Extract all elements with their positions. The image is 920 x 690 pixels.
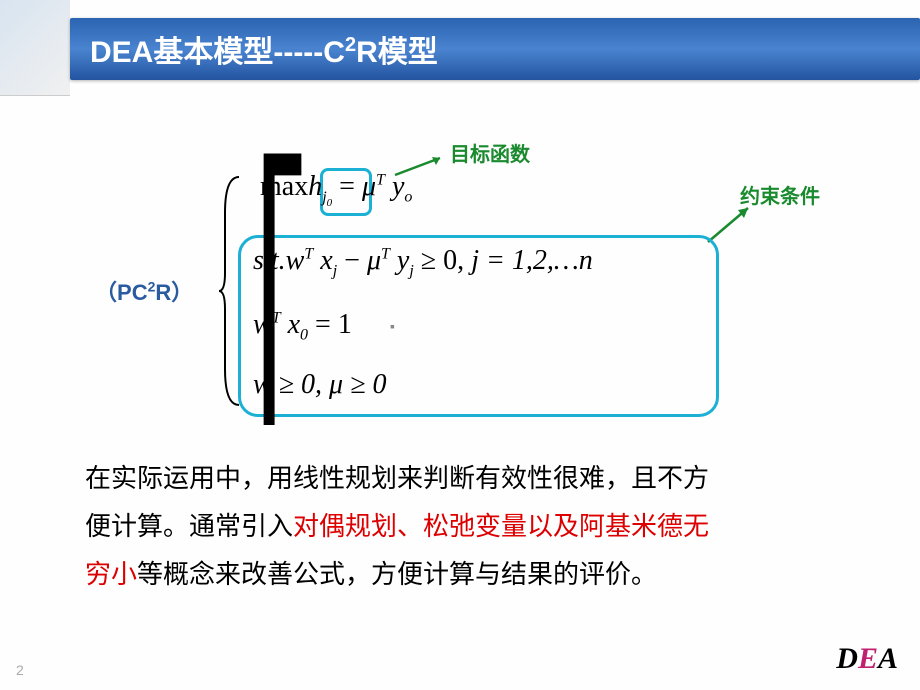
f2-T2: T — [381, 246, 390, 263]
f2-min: − — [337, 245, 367, 276]
f-max: max — [260, 171, 308, 202]
f3-eq: = 1 — [308, 309, 352, 340]
f-mu: μ — [362, 171, 376, 202]
brace-svg — [219, 173, 247, 408]
f-T: T — [376, 172, 385, 189]
f3-x: x — [281, 309, 300, 340]
f3-T: T — [272, 310, 281, 327]
f-eq: = — [332, 171, 362, 202]
f-o: o — [404, 189, 412, 206]
logo-d: D — [836, 642, 858, 675]
para-line1: 在实际运用中，用线性规划来判断有效性很难，且不方 — [85, 464, 709, 493]
title-c: C — [323, 36, 345, 69]
pointer-dot: ▪ — [390, 320, 395, 336]
para-l2r: 对偶规划、松弛变量以及阿基米德无 — [293, 512, 709, 541]
page-number: 2 — [16, 662, 24, 678]
f2-y: y — [390, 245, 409, 276]
para-l2a: 便计算。通常引入 — [85, 512, 293, 541]
logo-a: A — [878, 642, 898, 675]
slide: DEA基本模型-----C2R模型 目标函数 约束条件 （PC2R） ⎡ max… — [0, 0, 920, 690]
corner-image — [0, 0, 70, 96]
f3-w: w — [253, 309, 272, 340]
f-y: y — [385, 171, 404, 202]
pc2r-label: （PC2R） — [95, 275, 193, 307]
pc2r-lp: （ — [95, 280, 117, 305]
f2-T: T — [304, 246, 313, 263]
title-text: DEA基本模型-----C2R模型 — [90, 27, 438, 71]
pc2r-r: R） — [155, 280, 193, 305]
dea-logo: DEA — [836, 642, 898, 676]
f2-stw: s.t.w — [253, 245, 304, 276]
title-bar: DEA基本模型-----C2R模型 — [70, 18, 920, 80]
f3-0: 0 — [300, 327, 308, 344]
pc2r-pc: PC — [117, 280, 148, 305]
paragraph: 在实际运用中，用线性规划来判断有效性很难，且不方 便计算。通常引入对偶规划、松弛… — [85, 455, 855, 599]
title-part1: DEA基本模型----- — [90, 36, 323, 69]
formula-line4: w ≥ 0, μ ≥ 0 — [253, 369, 386, 401]
f2-jtxt: j = 1,2,…n — [471, 245, 593, 276]
f4: w ≥ 0, μ ≥ 0 — [253, 369, 386, 400]
f2-geq: ≥ 0, — [414, 245, 471, 276]
objective-label: 目标函数 — [450, 138, 530, 167]
f2-mu: μ — [367, 245, 381, 276]
title-r: R模型 — [356, 36, 438, 69]
f-h: h — [308, 171, 322, 202]
formula-line3: wT x0 = 1 — [253, 309, 352, 345]
para-l3r: 穷小 — [85, 560, 137, 589]
formula-line2: s.t.wT xj − μT yj ≥ 0, j = 1,2,…n — [253, 245, 593, 281]
f2-x: x — [313, 245, 332, 276]
title-sup: 2 — [345, 34, 356, 56]
formula-line1: maxhj0 = μT yo — [260, 171, 412, 209]
formula-block: ⎡ maxhj0 = μT yo s.t.wT xj − μT yj ≥ 0, … — [225, 165, 725, 415]
logo-e: E — [858, 642, 878, 675]
para-l3a: 等概念来改善公式，方便计算与结果的评价。 — [137, 560, 657, 589]
